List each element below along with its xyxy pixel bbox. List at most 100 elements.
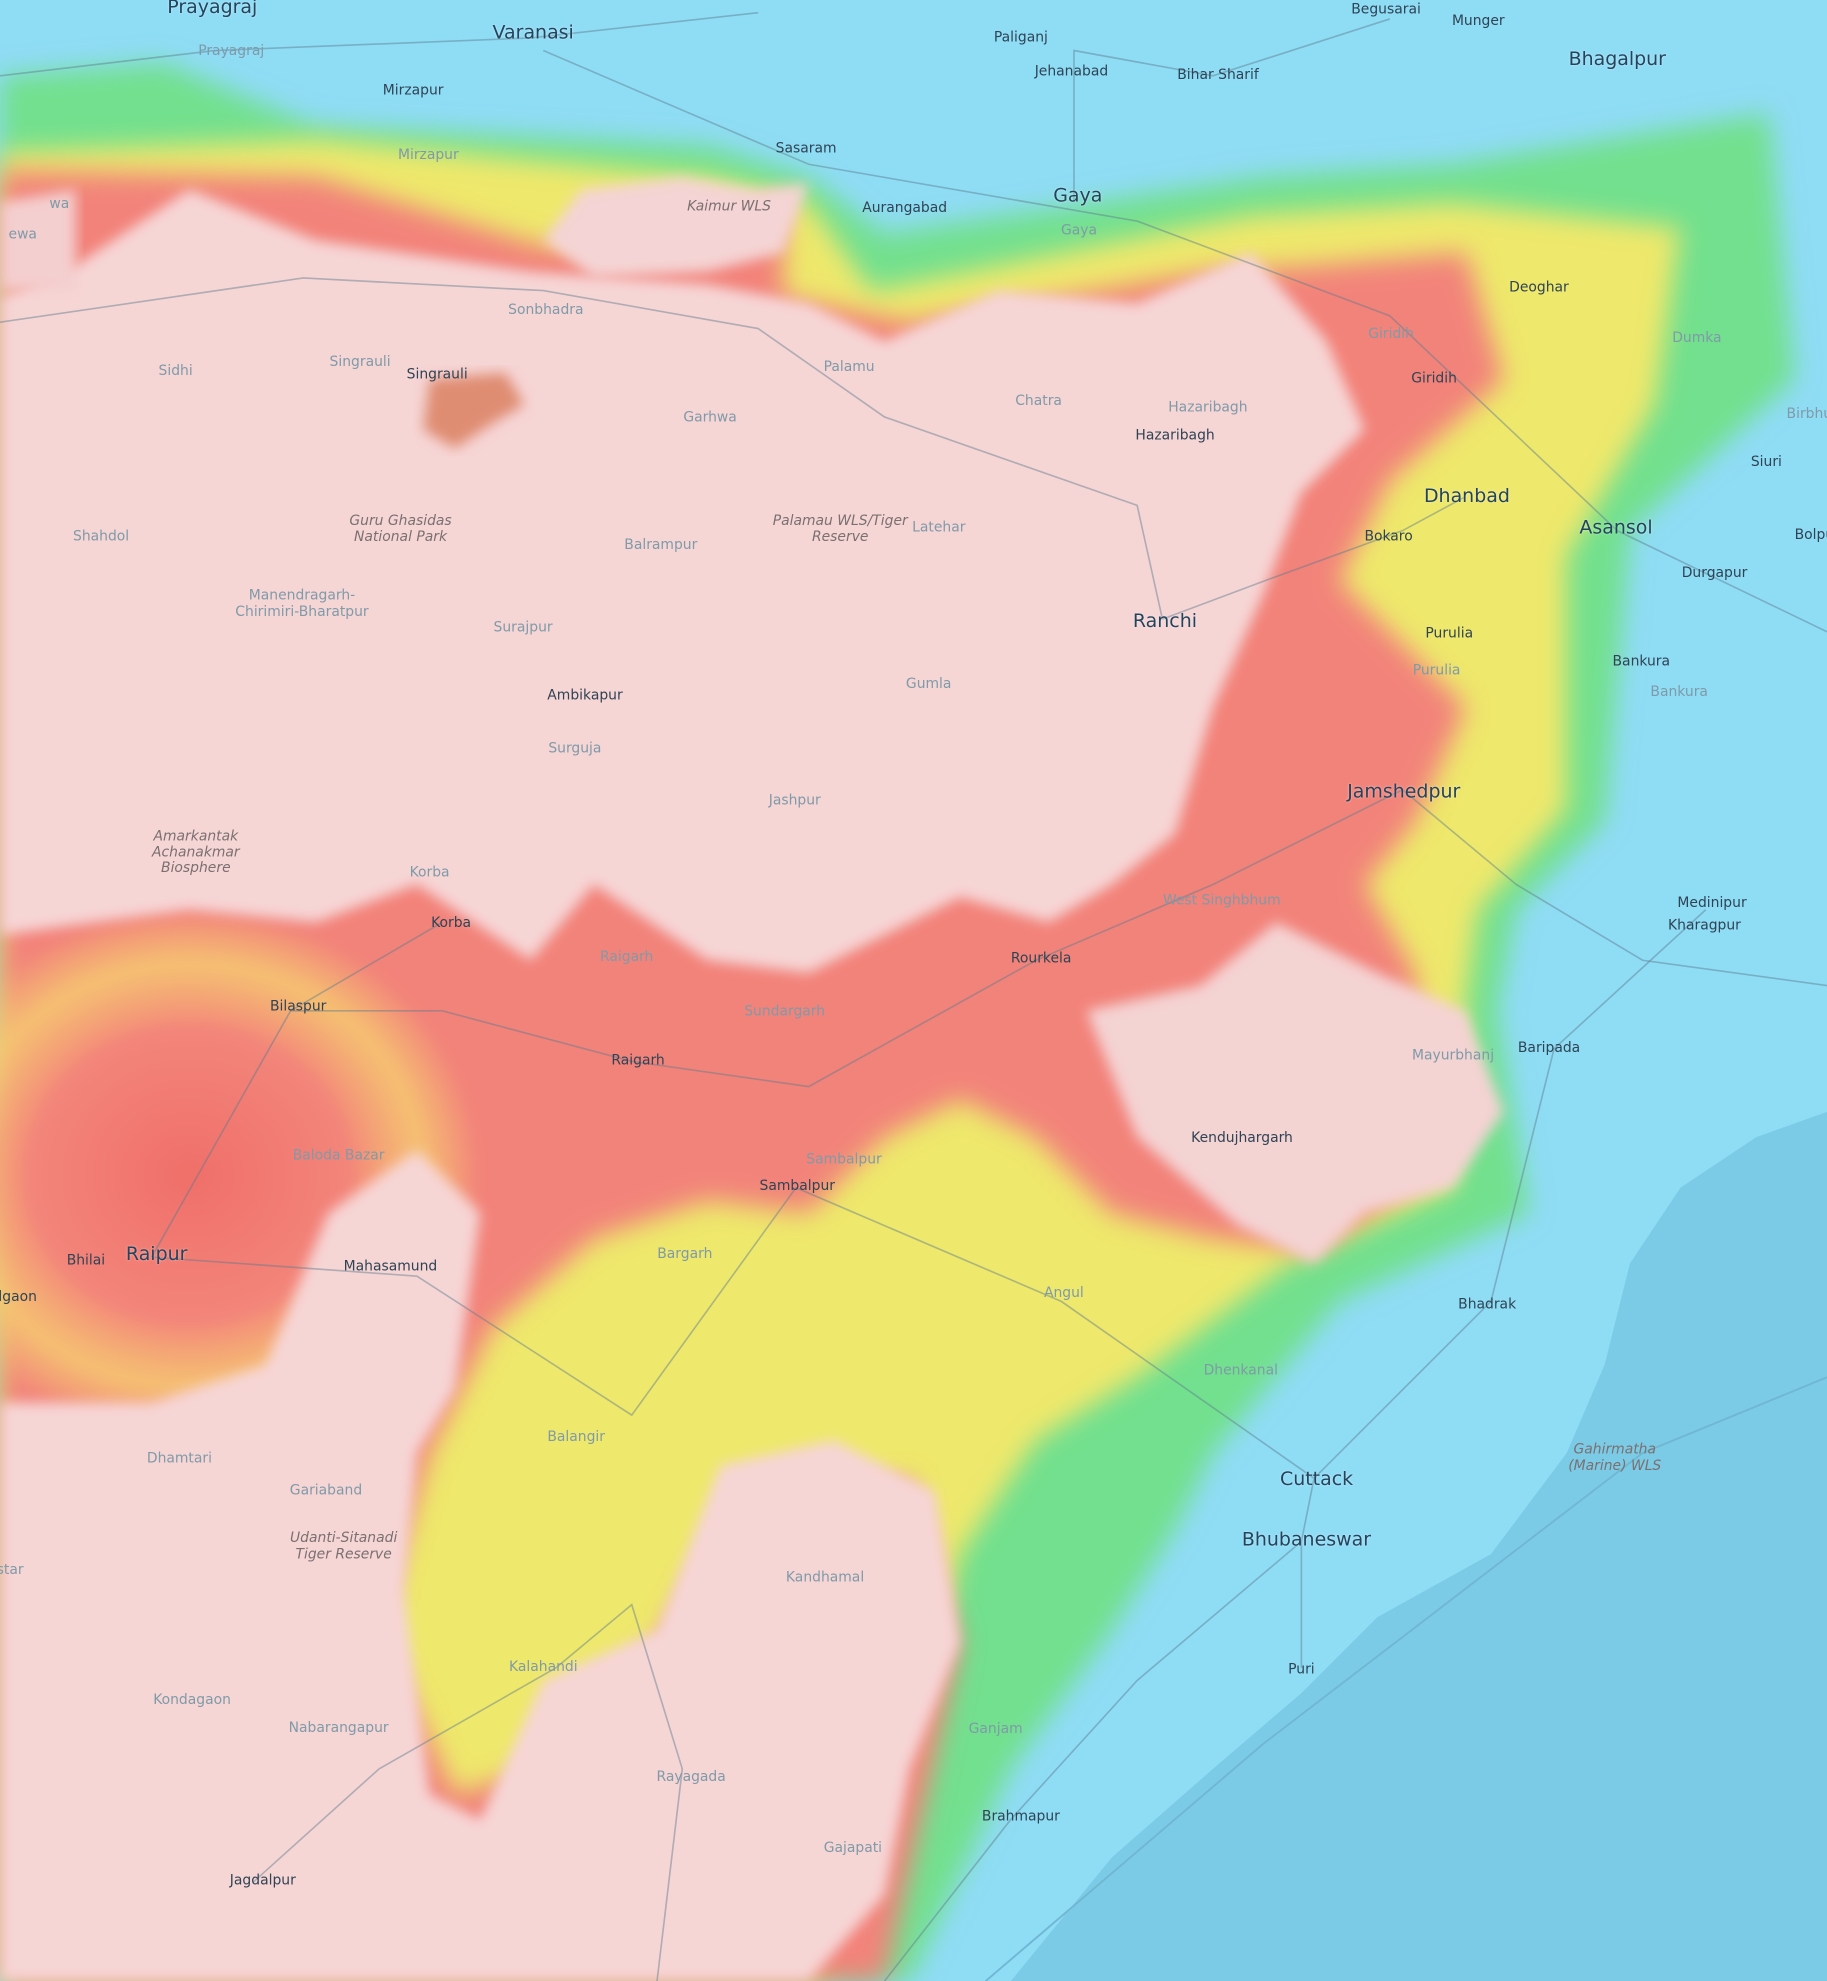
place-label-jamshedpur: Jamshedpur [1347,780,1461,803]
place-label-bhadrak: Bhadrak [1458,1295,1517,1313]
place-label-kalahandi: Kalahandi [509,1658,578,1675]
place-label-hazaribagh: Hazaribagh [1135,426,1215,444]
place-label-gahirmatha-marine-wls: Gahirmatha (Marine) WLS [1568,1440,1662,1474]
place-label-star: star [0,1561,24,1578]
place-label-gariaband: Gariaband [289,1481,363,1499]
place-label-rayagada: Rayagada [656,1768,726,1785]
place-label-sambalpur: Sambalpur [806,1150,882,1168]
place-label-ranchi: Ranchi [1132,609,1197,633]
place-label-ewa: ewa [8,225,37,243]
place-label-mayurbhanj: Mayurbhanj [1411,1047,1495,1064]
place-label-raigarh: Raigarh [600,948,654,965]
place-label-varanasi: Varanasi [492,20,574,44]
place-label-shahdol: Shahdol [73,527,130,545]
place-label-lgaon: lgaon [0,1288,37,1305]
place-label-munger: Munger [1451,12,1505,29]
place-label-nabarangapur: Nabarangapur [288,1719,389,1736]
place-label-manendragarh-chirimiri-bharatpur: Manendragarh-Chirimiri-Bharatpur [235,586,369,620]
place-label-brahmapur: Brahmapur [981,1807,1060,1825]
place-label-puri: Puri [1288,1661,1315,1678]
place-label-ganjam: Ganjam [968,1720,1023,1737]
place-label-bhilai: Bhilai [66,1251,106,1269]
place-label-begusarai: Begusarai [1351,0,1421,18]
place-label-cuttack: Cuttack [1280,1467,1354,1491]
place-label-raigarh: Raigarh [611,1052,665,1069]
place-label-sundargarh: Sundargarh [744,1002,826,1020]
place-label-latehar: Latehar [912,518,966,536]
place-label-kandhamal: Kandhamal [785,1568,865,1586]
place-label-sambalpur: Sambalpur [759,1177,835,1194]
place-label-ambikapur: Ambikapur [547,686,623,704]
place-label-west-singhbhum: West Singhbhum [1162,891,1281,909]
singrauli-mine [423,372,525,449]
place-label-kharagpur: Kharagpur [1668,916,1741,934]
place-label-hazaribagh: Hazaribagh [1168,398,1248,416]
place-label-aurangabad: Aurangabad [862,199,948,216]
place-label-garhwa: Garhwa [683,408,737,426]
place-label-asansol: Asansol [1579,515,1653,539]
place-label-giridih: Giridih [1368,325,1414,343]
place-label-sidhi: Sidhi [158,362,193,379]
place-label-korba: Korba [431,914,472,931]
place-label-jashpur: Jashpur [768,791,821,809]
plateau-south [0,1149,961,1981]
plateau-north [0,189,1365,973]
place-label-dhanbad: Dhanbad [1423,484,1510,508]
place-label-bilaspur: Bilaspur [270,997,327,1015]
place-label-prayagraj: Prayagraj [167,0,258,19]
place-label-jagdalpur: Jagdalpur [229,1872,296,1889]
place-label-gaya: Gaya [1061,221,1098,239]
place-label-bihar-sharif: Bihar Sharif [1177,66,1259,83]
bay-of-bengal [1010,1111,1827,1981]
plateau-east [1086,922,1504,1264]
place-label-durgapur: Durgapur [1681,564,1748,581]
plateau-west [0,189,76,291]
place-label-sasaram: Sasaram [775,139,837,157]
place-label-dumka: Dumka [1672,329,1722,346]
place-label-bargarh: Bargarh [657,1245,713,1262]
coast-line [984,1376,1827,1981]
place-label-palamau-wls-tiger-reserve: Palamau WLS/Tiger Reserve [772,512,908,545]
place-label-angul: Angul [1043,1284,1084,1302]
place-label-purulia: Purulia [1412,661,1461,679]
place-label-bhubaneswar: Bhubaneswar [1241,1528,1372,1551]
place-label-mirzapur: Mirzapur [382,81,444,99]
place-label-siuri: Siuri [1750,453,1782,470]
place-label-paliganj: Paliganj [993,28,1048,46]
place-label-baloda-bazar: Baloda Bazar [292,1146,385,1164]
place-label-singrauli: Singrauli [406,366,468,383]
place-label-balrampur: Balrampur [624,536,698,554]
place-label-purulia: Purulia [1425,625,1474,642]
place-label-gajapati: Gajapati [823,1839,883,1856]
place-label-chatra: Chatra [1015,392,1062,409]
place-label-baripada: Baripada [1517,1039,1581,1056]
place-label-deoghar: Deoghar [1509,278,1569,296]
place-label-rourkela: Rourkela [1010,949,1072,967]
roads [0,11,1827,1981]
place-label-surguja: Surguja [548,740,602,757]
place-label-surajpur: Surajpur [493,618,553,636]
place-label-bankura: Bankura [1612,652,1671,670]
place-label-jehanabad: Jehanabad [1034,62,1109,80]
place-label-bolpu: Bolpu [1794,526,1827,543]
place-label-balangir: Balangir [547,1428,605,1446]
place-label-gumla: Gumla [905,675,952,692]
plateau-kaimur [543,176,809,278]
place-label-bankura: Bankura [1650,683,1708,700]
place-label-raipur: Raipur [125,1242,188,1266]
place-label-dhamtari: Dhamtari [146,1450,212,1467]
place-label-sonbhadra: Sonbhadra [508,301,584,318]
place-label-singrauli: Singrauli [329,353,391,370]
place-label-udanti-sitanadi-tiger-reserve: Udanti-Sitanadi Tiger Reserve [290,1529,398,1562]
place-label-amarkantak-achanakmar-biosphere: Amarkantak Achanakmar Biosphere [152,827,240,877]
place-label-dhenkanal: Dhenkanal [1203,1361,1278,1379]
place-label-kendujhargarh: Kendujhargarh [1191,1129,1293,1146]
place-label-wa: wa [49,195,70,212]
place-label-kaimur-wls: Kaimur WLS [687,197,771,215]
place-label-medinipur: Medinipur [1677,894,1747,911]
place-label-mirzapur: Mirzapur [397,146,459,163]
place-label-giridih: Giridih [1411,369,1457,387]
place-label-bokaro: Bokaro [1364,527,1413,545]
